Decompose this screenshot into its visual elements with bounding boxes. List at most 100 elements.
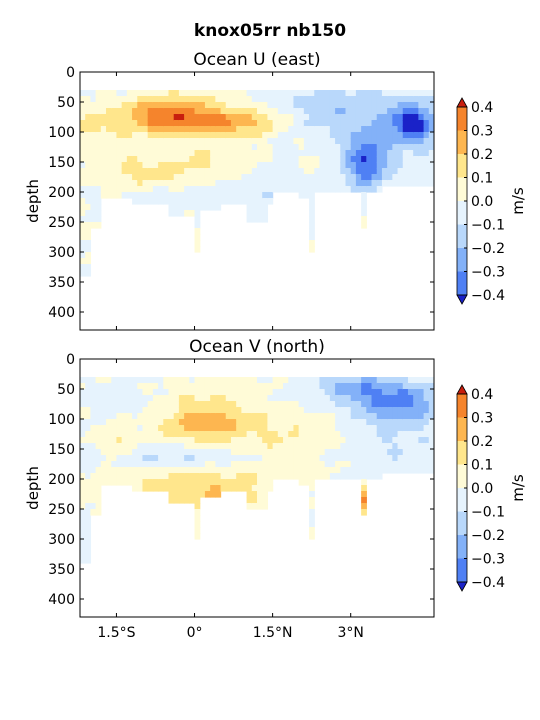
heatmap-cell [314,90,321,97]
heatmap-cell [262,407,269,414]
colorbar-tick-label: −0.1 [471,218,505,234]
heatmap-cell [215,120,222,127]
heatmap-cell [121,102,128,109]
heatmap-cell [106,431,112,438]
heatmap-cell [220,413,227,420]
heatmap-cell [340,102,347,109]
heatmap-cell [85,437,92,444]
heatmap-cell [225,168,232,175]
heatmap-cell [95,132,102,139]
heatmap-cell [147,132,154,139]
heatmap-cell [90,503,97,510]
heatmap-cell [251,216,258,223]
heatmap-cell [116,383,123,390]
heatmap-cell [428,120,434,127]
heatmap-cell [121,138,128,145]
heatmap-cell [184,126,190,133]
heatmap-cell [324,96,331,103]
heatmap-cell [137,407,144,414]
heatmap-cell [147,138,154,145]
heatmap-cell [230,419,237,426]
heatmap-cell [319,162,326,169]
heatmap-cell [80,216,86,223]
heatmap-cell [314,162,321,169]
heatmap-cell [418,138,425,145]
heatmap-cell [189,132,196,139]
heatmap-cell [204,419,211,426]
heatmap-cell [361,168,367,175]
heatmap-cell [225,108,232,115]
heatmap-cell [392,443,399,450]
heatmap-cell [90,210,97,217]
heatmap-cell [246,401,253,408]
y-tick-label: 300 [48,532,75,548]
heatmap-cell [111,168,118,175]
heatmap-cell [147,473,154,480]
heatmap-cell [199,198,206,205]
heatmap-cell [309,234,315,241]
heatmap-cell [173,156,180,163]
heatmap-cell [90,395,97,402]
heatmap-cell [111,401,118,408]
heatmap-cell [340,186,347,193]
heatmap-cell [298,192,305,199]
heatmap-cell [215,150,222,157]
heatmap-cell [80,461,86,468]
heatmap-cell [303,383,310,390]
heatmap-cell [230,431,237,438]
heatmap-cell [204,389,211,396]
heatmap-cell [230,114,237,121]
heatmap-cell [173,210,180,217]
heatmap-cell [262,425,269,432]
heatmap-cell [194,521,201,528]
heatmap-cell [80,234,86,241]
heatmap-cell [80,192,86,199]
heatmap-cell [355,383,362,390]
heatmap-cell [428,144,434,151]
heatmap-cell [293,401,300,408]
heatmap-cell [376,162,383,169]
heatmap-cell [215,192,222,199]
heatmap-cell [413,174,419,181]
heatmap-cell [257,401,263,408]
heatmap-cell [418,407,425,414]
heatmap-cell [142,192,149,199]
y-tick-label: 250 [48,502,75,518]
heatmap-cell [225,443,232,450]
heatmap-cell [387,108,393,115]
heatmap-cell [204,150,211,157]
heatmap-cell [210,132,216,139]
heatmap-cell [173,168,180,175]
heatmap-cell [350,425,357,432]
heatmap-cell [350,156,357,163]
heatmap-cell [158,479,164,486]
heatmap-cell [189,198,196,205]
heatmap-cell [272,150,279,157]
heatmap-cell [230,461,237,468]
heatmap-cell [168,174,175,181]
heatmap-cell [230,192,237,199]
colorbar-tick-label: −0.1 [471,505,505,521]
heatmap-cell [116,120,123,127]
heatmap-cell [116,156,123,163]
heatmap-cell [366,401,373,408]
heatmap-cell [283,174,289,181]
heatmap-cell [116,192,123,199]
heatmap-cell [100,144,107,151]
heatmap-cell [251,425,258,432]
heatmap-cell [189,461,196,468]
heatmap-cell [418,383,425,390]
heatmap-cell [257,383,263,390]
heatmap-cell [241,395,248,402]
heatmap-cell [376,377,383,384]
heatmap-cell [225,389,232,396]
colorbar-band [457,201,467,225]
heatmap-cell [335,90,341,97]
heatmap-cell [184,210,190,217]
y-tick-label: 0 [66,352,75,368]
heatmap-cell [418,102,425,109]
heatmap-cell [132,174,138,181]
heatmap-cell [293,377,300,384]
heatmap-cell [215,180,222,187]
heatmap-cell [194,491,201,498]
